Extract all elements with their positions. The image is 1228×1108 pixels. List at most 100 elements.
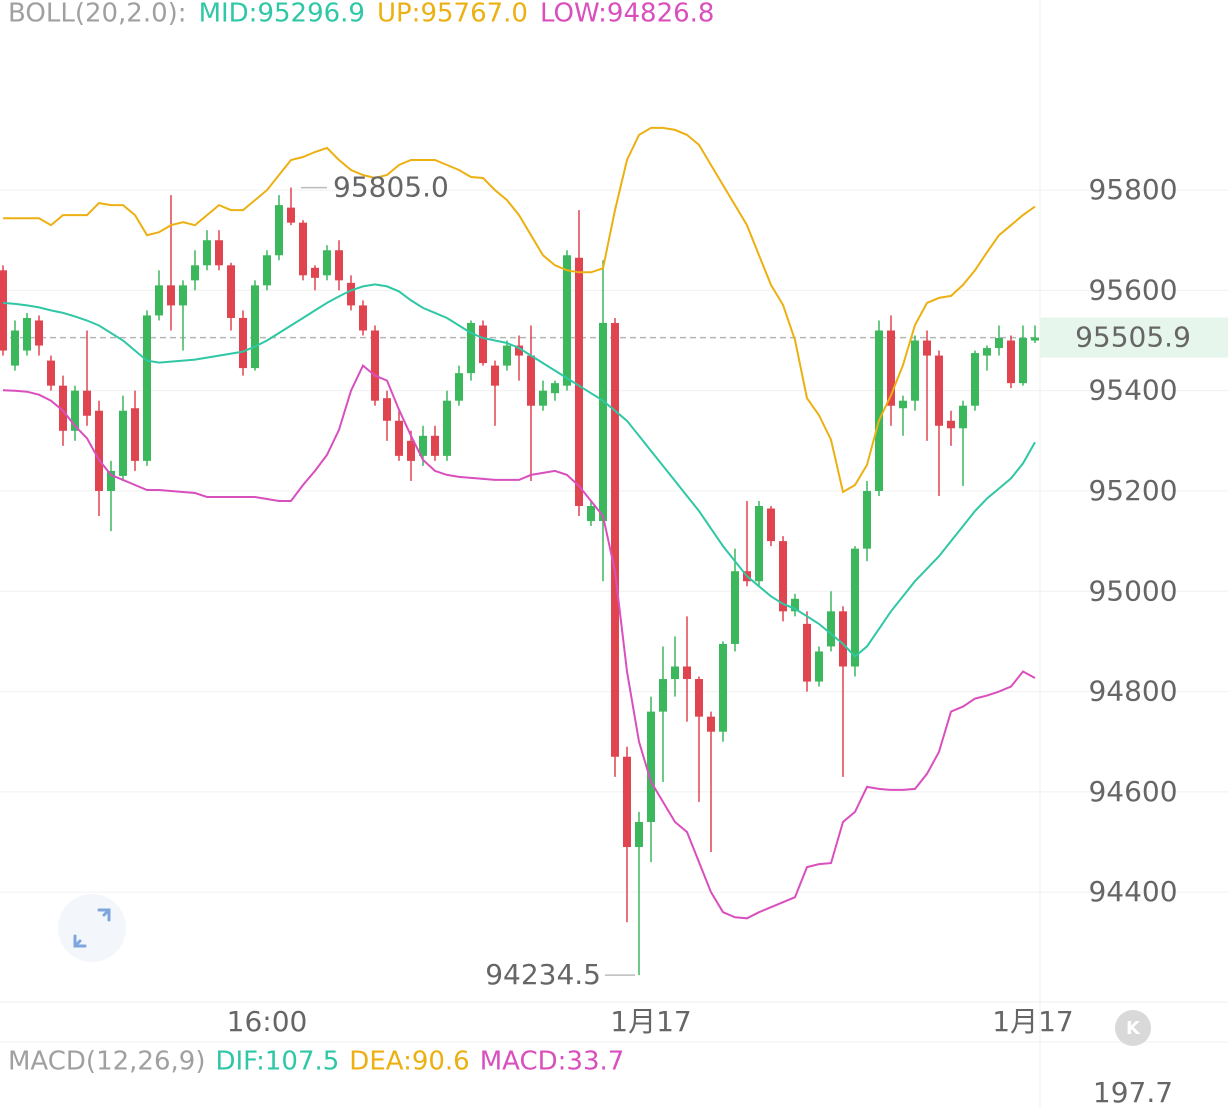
candle-body (395, 420, 403, 456)
candle-body (623, 756, 631, 848)
x-tick-label: 1月17 (610, 1005, 691, 1038)
macd-entry: MACD:33.7 (480, 1047, 625, 1077)
y-tick-label: 94800 (1088, 675, 1177, 708)
candle-body (347, 282, 355, 306)
candle-body (107, 470, 115, 491)
last-price-tag (1040, 317, 1228, 358)
plot: 94400 94600 94800 95000 95200 95400 95600 95800… (0, 126, 1228, 1038)
candle-body (95, 410, 103, 491)
candle-body (227, 265, 235, 318)
candle-body (827, 611, 835, 647)
candle-body (875, 330, 883, 491)
candle-body (275, 205, 283, 256)
candle-body (995, 338, 1003, 349)
candle-body (911, 340, 919, 401)
candle-body (71, 390, 79, 431)
candle-body (887, 330, 895, 406)
candle-body (779, 541, 787, 612)
candle-body (143, 315, 151, 461)
candle-body (383, 398, 391, 421)
macd-entry: DIF:107.5 (215, 1047, 339, 1077)
k-button[interactable]: K (1115, 1010, 1151, 1046)
legend-entry: LOW:94826.8 (540, 0, 714, 29)
candle-body (335, 250, 343, 281)
candle-body (515, 345, 523, 356)
boll-line (2, 364, 1036, 920)
candle-body (947, 420, 955, 429)
candle-body (131, 408, 139, 461)
candle-body (239, 317, 247, 369)
candle-body (179, 285, 187, 306)
candle-body (563, 255, 571, 386)
candle-body (371, 330, 379, 401)
candle-body (59, 385, 67, 431)
candle-body (155, 285, 163, 316)
candle-body (599, 322, 607, 522)
candle-body (287, 207, 295, 223)
expand-button[interactable] (58, 894, 126, 962)
candle-body (731, 571, 739, 644)
candle-body (767, 508, 775, 542)
indicator-label: BOLL(20,2.0): (8, 0, 187, 29)
legend: BOLL(20,2.0): MID:95296.9 UP:95767.0 LOW:9… (8, 0, 714, 29)
candle-body (35, 320, 43, 346)
legend-entry: MID:95296.9 (199, 0, 365, 29)
macd-entry: DEA:90.6 (349, 1047, 469, 1077)
candle-body (671, 666, 679, 680)
candle-body (191, 265, 199, 281)
candle-body (431, 435, 439, 456)
candle-body (0, 270, 7, 351)
candle-body (215, 240, 223, 266)
annotation-label: 94234.5 (485, 958, 601, 991)
candle-body (455, 373, 463, 401)
expand-icon (73, 908, 111, 948)
x-tick-label: 16:00 (227, 1005, 308, 1038)
candle-body (11, 330, 19, 366)
candle-body (815, 651, 823, 682)
candle-body (635, 821, 643, 848)
candle-body (443, 400, 451, 456)
candle-body (575, 257, 583, 507)
candle-body (359, 305, 367, 331)
candle-body (551, 383, 559, 394)
last-price-label: 95505.9 (1075, 321, 1191, 354)
candle-body (983, 348, 991, 356)
candle-body (311, 267, 319, 278)
legend-entry: UP:95767.0 (377, 0, 528, 29)
candle-body (611, 322, 619, 757)
candle-body (479, 325, 487, 364)
candle-body (587, 506, 595, 522)
y-tick-label: 94600 (1088, 775, 1177, 808)
candle-body (935, 355, 943, 426)
candle-body (119, 410, 127, 476)
candle-body (719, 643, 727, 732)
candle-body (1019, 338, 1027, 384)
y-tick-label: 95000 (1088, 574, 1177, 607)
candle-body (467, 322, 475, 374)
candle-body (683, 666, 691, 680)
y-tick-label: 95800 (1088, 173, 1177, 206)
candle-body (647, 711, 655, 822)
macd-legend: MACD(12,26,9) DIF:107.5 DEA:90.6 MACD:33.7… (8, 1047, 1173, 1108)
k-button-label: K (1126, 1018, 1141, 1039)
y-tick-label: 94400 (1088, 875, 1177, 908)
y-tick-label: 95400 (1088, 374, 1177, 407)
candle-body (491, 365, 499, 386)
candle-body (791, 598, 799, 612)
annotation-label: 95805.0 (333, 171, 449, 204)
candle-body (863, 490, 871, 549)
macd-tick-label: 197.7 (1093, 1076, 1173, 1108)
candle-body (527, 355, 535, 406)
macd-title: MACD(12,26,9) (8, 1047, 205, 1077)
boll-line (2, 283, 1036, 658)
candle-body (971, 353, 979, 406)
candle-body (839, 611, 847, 667)
candle-body (83, 390, 91, 416)
candle-body (419, 435, 427, 456)
candle-body (851, 548, 859, 667)
k-button-bg (1115, 1010, 1151, 1046)
candle-body (47, 360, 55, 386)
candle-body (899, 400, 907, 409)
